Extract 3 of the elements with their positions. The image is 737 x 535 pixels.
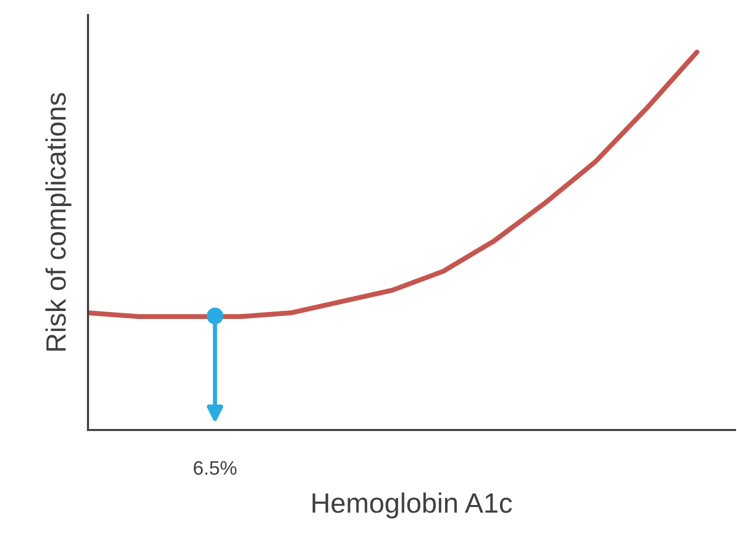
text: 6.5% xyxy=(194,461,236,475)
y-axis-title: Risk of complications xyxy=(45,93,72,351)
x-axis-title: Hemoglobin A1c xyxy=(312,492,512,518)
